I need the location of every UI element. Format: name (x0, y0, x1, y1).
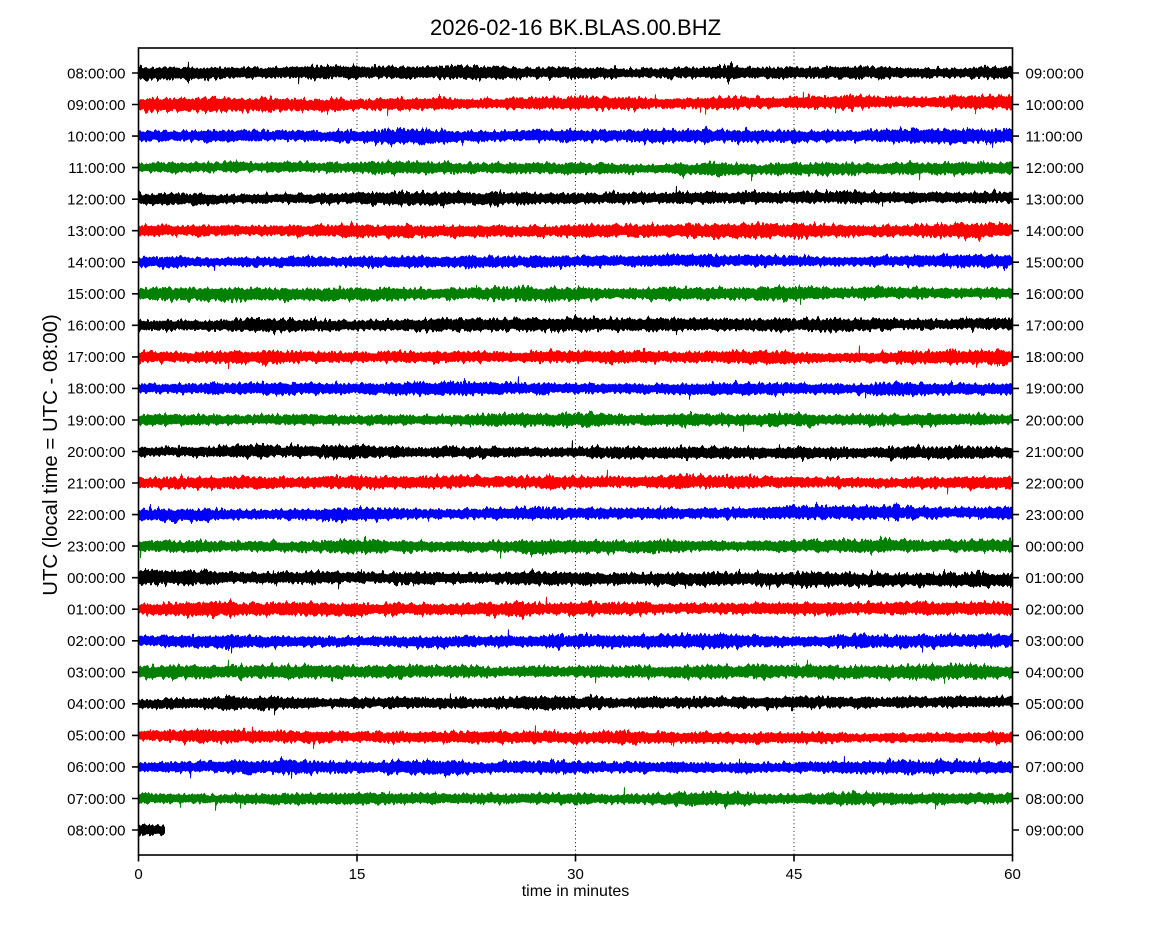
svg-text:03:00:00: 03:00:00 (1026, 633, 1084, 650)
svg-text:06:00:00: 06:00:00 (1026, 728, 1084, 745)
svg-text:20:00:00: 20:00:00 (1026, 412, 1084, 429)
svg-text:10:00:00: 10:00:00 (1026, 97, 1084, 114)
svg-text:07:00:00: 07:00:00 (1026, 759, 1084, 776)
svg-text:21:00:00: 21:00:00 (1026, 444, 1084, 461)
svg-text:04:00:00: 04:00:00 (67, 696, 125, 713)
svg-text:19:00:00: 19:00:00 (67, 412, 125, 429)
svg-text:time in minutes: time in minutes (522, 883, 630, 900)
svg-text:05:00:00: 05:00:00 (1026, 696, 1084, 713)
svg-text:15:00:00: 15:00:00 (67, 286, 125, 303)
svg-text:12:00:00: 12:00:00 (67, 192, 125, 209)
svg-text:23:00:00: 23:00:00 (67, 538, 125, 555)
svg-text:14:00:00: 14:00:00 (67, 255, 125, 272)
svg-text:08:00:00: 08:00:00 (67, 65, 125, 82)
svg-text:18:00:00: 18:00:00 (67, 381, 125, 398)
svg-text:06:00:00: 06:00:00 (67, 759, 125, 776)
svg-text:11:00:00: 11:00:00 (1026, 128, 1083, 145)
svg-text:15: 15 (349, 866, 366, 883)
svg-text:16:00:00: 16:00:00 (67, 318, 125, 335)
svg-text:13:00:00: 13:00:00 (1026, 192, 1084, 209)
svg-text:09:00:00: 09:00:00 (1026, 822, 1084, 839)
svg-text:05:00:00: 05:00:00 (67, 728, 125, 745)
svg-text:01:00:00: 01:00:00 (67, 602, 125, 619)
svg-text:0: 0 (134, 866, 142, 883)
svg-text:20:00:00: 20:00:00 (67, 444, 125, 461)
svg-text:30: 30 (567, 866, 584, 883)
svg-text:17:00:00: 17:00:00 (67, 349, 125, 366)
svg-text:22:00:00: 22:00:00 (1026, 475, 1084, 492)
svg-text:UTC (local time = UTC - 08:00): UTC (local time = UTC - 08:00) (40, 314, 62, 596)
svg-text:08:00:00: 08:00:00 (67, 822, 125, 839)
svg-text:45: 45 (786, 866, 803, 883)
svg-text:16:00:00: 16:00:00 (1026, 286, 1084, 303)
svg-text:00:00:00: 00:00:00 (1026, 538, 1084, 555)
svg-text:15:00:00: 15:00:00 (1026, 255, 1084, 272)
svg-text:01:00:00: 01:00:00 (1026, 570, 1084, 587)
svg-text:21:00:00: 21:00:00 (67, 475, 125, 492)
svg-text:07:00:00: 07:00:00 (67, 791, 125, 808)
svg-text:2026-02-16 BK.BLAS.00.BHZ: 2026-02-16 BK.BLAS.00.BHZ (430, 15, 721, 40)
svg-text:02:00:00: 02:00:00 (67, 633, 125, 650)
svg-text:12:00:00: 12:00:00 (1026, 160, 1084, 177)
svg-text:18:00:00: 18:00:00 (1026, 349, 1084, 366)
svg-text:10:00:00: 10:00:00 (67, 128, 125, 145)
svg-text:14:00:00: 14:00:00 (1026, 223, 1084, 240)
svg-text:09:00:00: 09:00:00 (67, 97, 125, 114)
svg-text:22:00:00: 22:00:00 (67, 507, 125, 524)
svg-text:04:00:00: 04:00:00 (1026, 665, 1084, 682)
svg-text:60: 60 (1004, 866, 1021, 883)
svg-text:08:00:00: 08:00:00 (1026, 791, 1084, 808)
svg-text:23:00:00: 23:00:00 (1026, 507, 1084, 524)
svg-text:03:00:00: 03:00:00 (67, 665, 125, 682)
svg-text:09:00:00: 09:00:00 (1026, 65, 1084, 82)
svg-text:11:00:00: 11:00:00 (68, 160, 125, 177)
svg-text:13:00:00: 13:00:00 (67, 223, 125, 240)
svg-text:19:00:00: 19:00:00 (1026, 381, 1084, 398)
svg-text:00:00:00: 00:00:00 (67, 570, 125, 587)
svg-text:17:00:00: 17:00:00 (1026, 318, 1084, 335)
svg-text:02:00:00: 02:00:00 (1026, 602, 1084, 619)
